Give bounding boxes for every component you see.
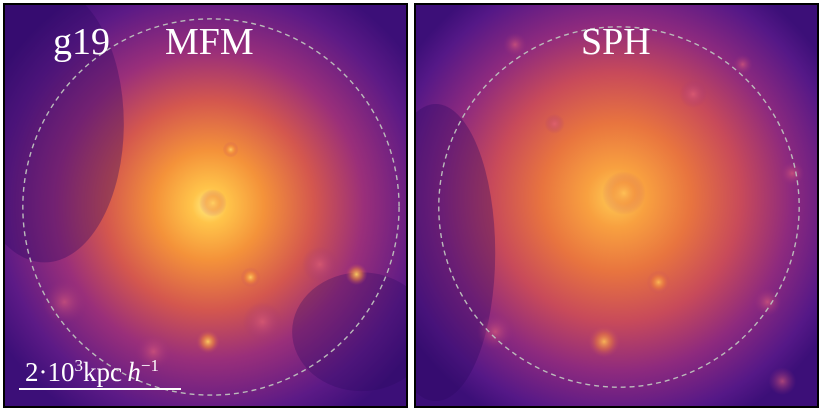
sph-panel: SPH: [414, 3, 819, 408]
scale-bar-label: 2·103kpc h−1: [25, 357, 159, 386]
scale-exponent: 3: [74, 356, 84, 375]
scale-bar: [19, 388, 181, 390]
scale-prefix: 2·10: [25, 357, 75, 387]
virial-circle: [22, 18, 400, 396]
scale-h-exponent: −1: [140, 356, 159, 375]
mfm-density-map: [5, 5, 406, 406]
sph-title: SPH: [581, 21, 651, 63]
virial-circle: [438, 26, 800, 388]
mfm-title: MFM: [165, 21, 254, 63]
mfm-panel: g19 MFM 2·103kpc h−1: [3, 3, 408, 408]
scale-h: h: [127, 357, 141, 387]
sph-density-map: [416, 5, 817, 406]
scale-unit: kpc: [83, 357, 122, 387]
halo-id-label: g19: [53, 21, 110, 63]
